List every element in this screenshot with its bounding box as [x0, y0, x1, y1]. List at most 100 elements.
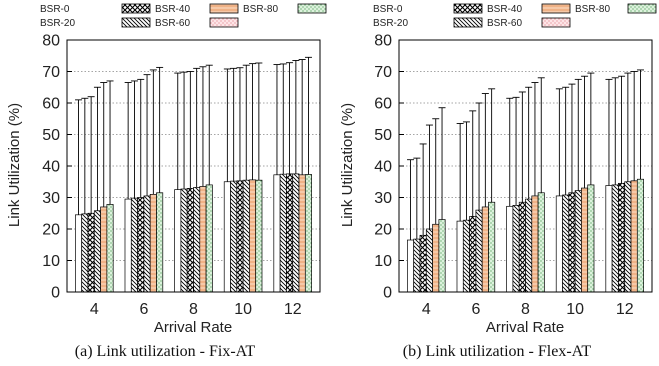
bar	[180, 188, 188, 293]
plot-frame	[66, 39, 321, 293]
x-tick-label: 6	[139, 301, 148, 318]
bar	[488, 201, 496, 293]
y-tick-label: 30	[42, 190, 60, 207]
bar	[100, 206, 108, 293]
x-tick-label: 12	[284, 301, 302, 318]
bar	[130, 197, 138, 293]
y-tick-label: 80	[42, 33, 60, 50]
x-tick-label: 4	[90, 301, 99, 318]
bar	[137, 197, 145, 293]
bar	[531, 195, 539, 293]
y-tick-label: 50	[42, 127, 60, 144]
bar	[605, 185, 613, 293]
x-tick-label: 12	[616, 301, 634, 318]
legend: BSR-0 BSR-20 BSR-40 BSR-60 BSR-80	[373, 3, 657, 29]
bar	[624, 181, 632, 293]
bar	[87, 212, 95, 293]
bar	[205, 184, 213, 293]
legend-swatch-bsr-80	[541, 3, 571, 14]
legend-swatch-bsr-40	[121, 3, 151, 14]
bar	[587, 184, 595, 293]
bar	[475, 209, 483, 293]
bar	[242, 179, 250, 293]
bar	[419, 234, 427, 293]
legend: BSR-0 BSR-20 BSR-40 BSR-60 BSR-80	[40, 3, 327, 29]
bar	[223, 181, 231, 293]
bar	[286, 173, 294, 293]
bar	[255, 179, 263, 293]
y-tick-label: 0	[383, 285, 392, 302]
legend-label-bsr-20: BSR-20	[373, 18, 408, 29]
y-tick-label: 10	[374, 253, 392, 270]
bar	[432, 223, 440, 293]
x-tick-label: 8	[521, 301, 530, 318]
bar	[249, 179, 257, 293]
legend-swatch-series-5	[541, 17, 571, 28]
legend-label-bsr-60: BSR-60	[155, 18, 190, 29]
bar	[304, 174, 312, 293]
bar	[230, 180, 238, 293]
bar	[124, 198, 132, 293]
chart-flex-at: BSR-0 BSR-20 BSR-40 BSR-60 BSR-80 0 10 20 3…	[339, 3, 657, 360]
bar	[279, 173, 287, 293]
bar	[143, 195, 151, 293]
bar	[93, 210, 101, 293]
bar	[611, 184, 619, 293]
plot-frame	[398, 39, 653, 293]
bar	[193, 187, 201, 293]
legend-swatch-series-5	[209, 17, 239, 28]
y-tick-label: 10	[42, 253, 60, 270]
bar	[537, 192, 545, 293]
y-tick-label: 30	[374, 190, 392, 207]
bar	[81, 213, 89, 293]
legend-label-bsr-0: BSR-0	[373, 4, 403, 15]
y-tick-label: 40	[42, 159, 60, 176]
x-axis-label: Arrival Rate	[486, 319, 564, 336]
bar	[581, 187, 589, 293]
bar	[506, 205, 514, 293]
bar	[481, 206, 489, 293]
y-tick-label: 60	[42, 96, 60, 113]
legend-label-bsr-80: BSR-80	[575, 4, 610, 15]
bar	[425, 228, 433, 293]
caption: (b) Link utilization - Flex-AT	[403, 343, 592, 360]
bar	[568, 192, 576, 293]
y-tick-label: 20	[42, 222, 60, 239]
y-tick-label: 40	[374, 159, 392, 176]
bar	[292, 173, 300, 293]
y-tick-label: 0	[51, 285, 60, 302]
bar	[636, 178, 644, 293]
legend-label-bsr-60: BSR-60	[487, 18, 522, 29]
legend-label-bsr-40: BSR-40	[487, 4, 522, 15]
bar	[149, 194, 157, 293]
legend-swatch-series-6	[627, 3, 657, 14]
bar	[75, 214, 83, 293]
bar	[574, 190, 582, 293]
bar	[236, 180, 244, 293]
bar	[106, 204, 114, 293]
legend-label-bsr-40: BSR-40	[155, 4, 190, 15]
y-tick-label: 50	[374, 127, 392, 144]
bar	[525, 198, 533, 293]
y-tick-label: 80	[374, 33, 392, 50]
bar	[174, 189, 182, 293]
legend-swatch-bsr-60	[453, 17, 483, 28]
y-axis-label: Link Utilization (%)	[6, 103, 23, 227]
bar	[518, 201, 526, 293]
x-tick-label: 8	[189, 301, 198, 318]
legend-label-bsr-0: BSR-0	[40, 4, 70, 15]
x-tick-label: 6	[471, 301, 480, 318]
bar	[512, 205, 520, 293]
bar	[469, 216, 477, 293]
bar	[407, 239, 415, 293]
y-axis-label: Link Utilization (%)	[339, 103, 356, 227]
bar	[630, 180, 638, 293]
bar	[456, 220, 464, 293]
y-tick-label: 70	[374, 64, 392, 81]
bar	[562, 194, 570, 293]
y-tick-label: 20	[374, 222, 392, 239]
y-tick-label: 70	[42, 64, 60, 81]
bar	[199, 186, 207, 293]
x-axis-label: Arrival Rate	[154, 319, 232, 336]
